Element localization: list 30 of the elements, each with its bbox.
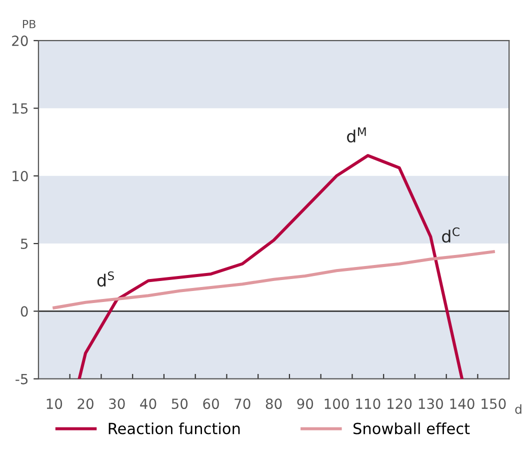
- y-tick-label: 10: [12, 170, 28, 182]
- x-tick-label: 90: [297, 398, 314, 410]
- x-tick-label: 30: [109, 398, 125, 410]
- x-tick-label: 40: [140, 398, 156, 410]
- x-tick-label: 120: [388, 398, 412, 410]
- annotation: d$^{M}$: [347, 127, 366, 143]
- y-tick-label: -5: [16, 374, 28, 384]
- line-series: [52, 250, 495, 310]
- x-tick-label: 140: [450, 398, 474, 410]
- legend-label: Reaction function: [108, 422, 240, 434]
- x-tick-label: 150: [482, 398, 506, 410]
- line-series: [78, 154, 464, 379]
- y-tick-label: 15: [12, 103, 28, 114]
- y-axis-title: PB: [22, 20, 36, 28]
- x-tick-label: 60: [203, 398, 219, 410]
- x-tick-label: 110: [356, 398, 380, 410]
- annotation: d$^{S}$: [97, 271, 114, 287]
- y-tick-label: 20: [12, 36, 28, 46]
- y-tick-label: 5: [20, 238, 28, 250]
- x-tick-label: 100: [324, 398, 349, 410]
- y-tick-label: 0: [20, 306, 28, 317]
- x-tick-label: 70: [234, 398, 250, 410]
- x-tick-label: 130: [418, 398, 443, 410]
- x-tick-label: 80: [266, 398, 282, 410]
- x-tick-label: 10: [46, 398, 62, 410]
- legend-label: Snowball effect: [354, 422, 470, 434]
- x-tick-label: 20: [78, 398, 94, 410]
- x-tick-label: 50: [172, 398, 188, 410]
- x-axis-title: d: [515, 404, 522, 414]
- annotation: d$^{C}$: [442, 227, 460, 243]
